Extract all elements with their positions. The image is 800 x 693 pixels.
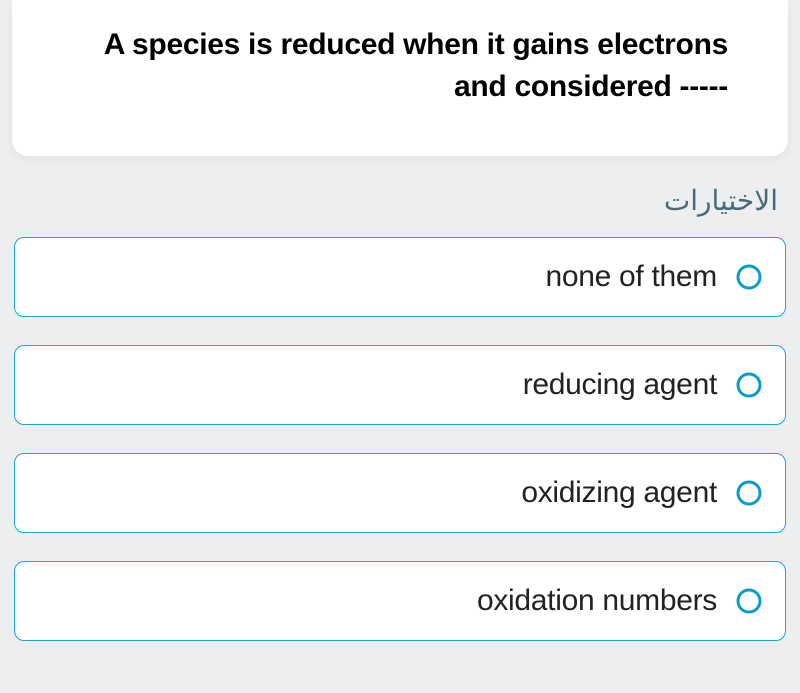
option-oxidation-numbers[interactable]: oxidation numbers <box>14 561 786 641</box>
options-heading: الاختيارات <box>14 184 786 237</box>
radio-icon <box>735 479 763 507</box>
radio-icon <box>735 371 763 399</box>
option-label: none of them <box>545 260 717 294</box>
option-none-of-them[interactable]: none of them <box>14 237 786 317</box>
options-section: الاختيارات none of them reducing agent o… <box>0 156 800 641</box>
option-label: oxidation numbers <box>477 584 717 618</box>
radio-icon <box>735 587 763 615</box>
radio-icon <box>735 263 763 291</box>
question-text: A species is reduced when it gains elect… <box>72 24 728 108</box>
option-label: oxidizing agent <box>521 476 717 510</box>
option-label: reducing agent <box>523 368 717 402</box>
question-card: A species is reduced when it gains elect… <box>12 0 788 156</box>
option-reducing-agent[interactable]: reducing agent <box>14 345 786 425</box>
option-oxidizing-agent[interactable]: oxidizing agent <box>14 453 786 533</box>
